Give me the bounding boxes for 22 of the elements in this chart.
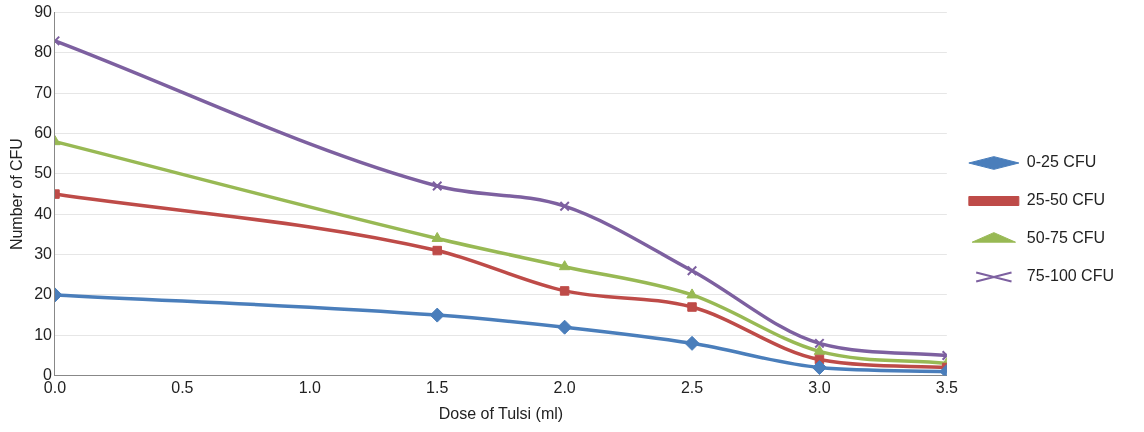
- x-tick-label: 2.5: [680, 378, 704, 396]
- x-axis-title: Dose of Tulsi (ml): [438, 404, 564, 422]
- x-tick-label: 0.5: [171, 378, 194, 396]
- legend-label: 50-75 CFU: [1026, 229, 1106, 247]
- x-tick-label: 3.5: [935, 378, 959, 396]
- legend-label: 25-50 CFU: [1026, 191, 1106, 209]
- y-tick-label: 30: [34, 245, 53, 263]
- x-tick-label: 2.0: [553, 378, 576, 396]
- x-tick-label: 3.0: [808, 378, 831, 396]
- y-tick-label: 40: [34, 204, 53, 222]
- y-tick-label: 70: [34, 83, 53, 101]
- x-tick-label: 1.0: [298, 378, 322, 396]
- y-tick-label: 90: [34, 3, 53, 21]
- y-tick-label: 20: [34, 285, 53, 303]
- y-tick-label: 60: [34, 124, 53, 142]
- y-axis-title: Number of CFU: [8, 138, 26, 251]
- y-tick-label: 10: [34, 325, 53, 343]
- legend-label: 0-25 CFU: [1026, 153, 1097, 171]
- y-tick-label: 50: [34, 164, 53, 182]
- legend-label: 75-100 CFU: [1026, 267, 1115, 285]
- x-tick-label: 1.5: [426, 378, 449, 396]
- y-tick-label: 80: [34, 43, 53, 61]
